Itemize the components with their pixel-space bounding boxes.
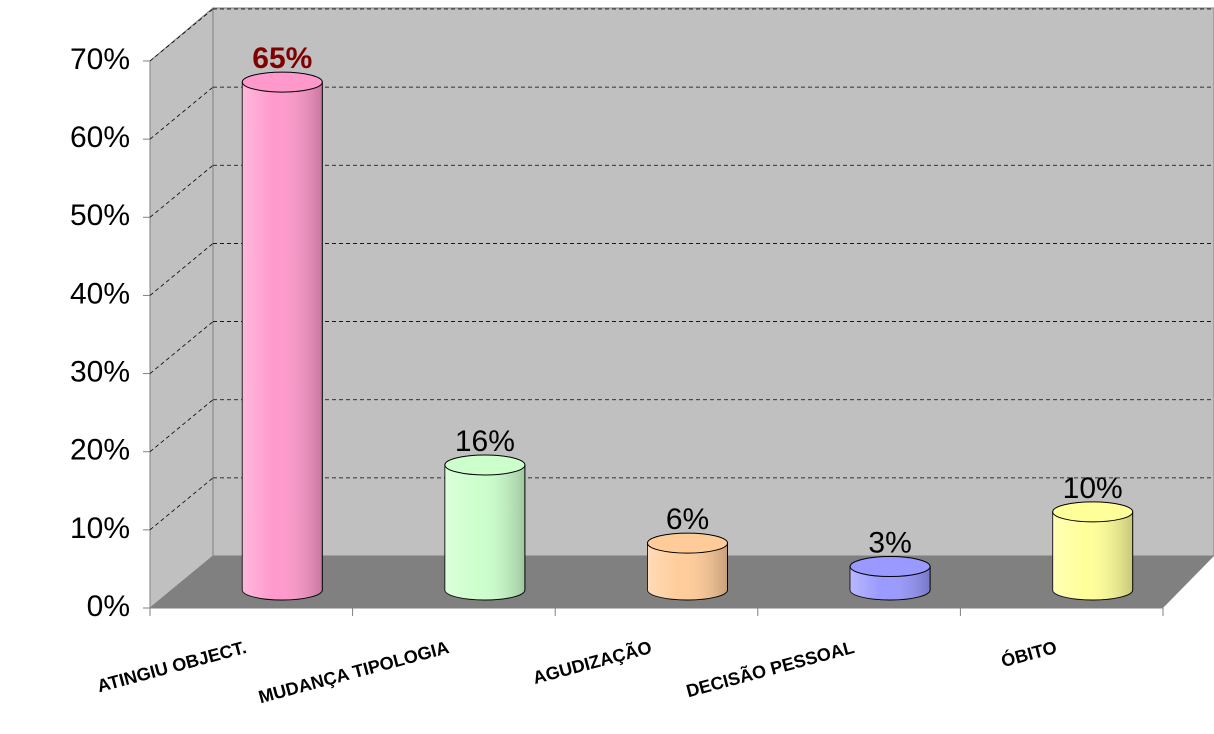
y-tick-label: 70%	[70, 43, 130, 76]
y-tick-label: 40%	[70, 277, 130, 310]
bar-top	[849, 556, 931, 578]
y-tick-label: 50%	[70, 199, 130, 232]
bar-shade	[444, 464, 525, 600]
x-tick-label: MUDANÇA TIPOLOGIA	[256, 637, 451, 707]
y-tick-label: 0%	[87, 590, 130, 623]
bar-shade	[647, 543, 728, 600]
value-label: 16%	[455, 425, 515, 458]
x-tick-label: ÓBITO	[999, 636, 1059, 671]
value-label: 10%	[1063, 472, 1123, 505]
x-tick-label: ATINGIU OBJECT.	[95, 637, 249, 696]
bar-top	[1052, 501, 1134, 523]
back-wall	[212, 7, 1214, 557]
x-tick-label: DECISÃO PESSOAL	[684, 636, 857, 701]
value-label: 6%	[666, 503, 709, 536]
y-tick-label: 20%	[70, 434, 130, 467]
bar-shade	[1052, 511, 1133, 600]
value-label: 3%	[868, 526, 911, 559]
value-label: 65%	[252, 42, 312, 75]
x-tick-label: AGUDIZAÇÃO	[530, 636, 653, 688]
y-tick-label: 10%	[70, 512, 130, 545]
bar-top	[241, 71, 323, 93]
bar-top	[647, 532, 728, 554]
bar-top	[444, 454, 526, 476]
side-wall	[149, 6, 214, 610]
y-tick-label: 30%	[70, 355, 130, 388]
y-tick-label: 60%	[70, 121, 130, 154]
bar-shade	[242, 82, 323, 600]
